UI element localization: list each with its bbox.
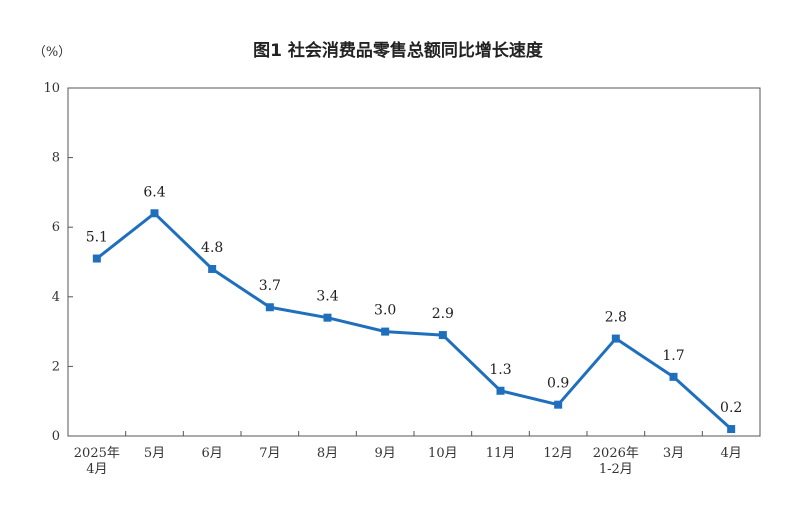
y-tick-label: 8 (52, 151, 60, 166)
x-tick-label: 3月 (663, 446, 684, 461)
x-tick-label: 11月 (486, 446, 516, 461)
x-tick-label: 4月 (721, 446, 742, 461)
data-label: 3.7 (259, 278, 281, 294)
series-layer: 5.1 6.4 4.8 3.7 3.4 3.0 2.9 1.3 0.9 2.8 1.7 0.2 (86, 184, 742, 434)
y-tick-label: 10 (43, 81, 60, 96)
x-tick-label: 5月 (144, 446, 165, 461)
chart-title: 图1 社会消费品零售总额同比增长速度 (253, 40, 544, 61)
data-label: 4.8 (201, 240, 223, 256)
x-tick-label: 12月 (543, 446, 573, 461)
data-label: 2.9 (432, 306, 454, 322)
data-point (150, 209, 159, 218)
data-label: 2.8 (605, 310, 627, 326)
data-point (92, 254, 101, 263)
data-point (208, 264, 217, 273)
y-axis-unit: （%） (33, 45, 71, 60)
y-axis: 0 2 4 6 8 10 (43, 81, 73, 444)
data-point (611, 334, 620, 343)
x-tick-label: 4月 (86, 462, 107, 477)
x-tick-label: 6月 (202, 446, 223, 461)
data-label: 0.9 (547, 376, 569, 392)
x-tick-label: 9月 (375, 446, 396, 461)
data-point (554, 400, 563, 409)
data-point (496, 386, 505, 395)
data-point (323, 313, 332, 322)
data-point (669, 372, 678, 381)
x-tick-label: 2025年 (74, 446, 120, 461)
data-label: 0.2 (720, 400, 742, 416)
x-tick-label: 10月 (428, 446, 458, 461)
data-point (265, 303, 274, 312)
data-label: 3.4 (316, 289, 338, 305)
x-tick-label: 1-2月 (599, 462, 633, 477)
series-line (95, 211, 733, 431)
data-label: 5.1 (86, 230, 108, 246)
plot-area (67, 87, 761, 437)
data-label: 1.7 (662, 348, 684, 364)
y-tick-label: 4 (52, 290, 60, 305)
data-point (727, 425, 736, 434)
x-tick-label: 2026年 (593, 446, 639, 461)
y-tick-label: 0 (52, 429, 60, 444)
x-tick-label: 7月 (259, 446, 280, 461)
data-point (381, 327, 390, 336)
data-point (438, 331, 447, 340)
data-label: 1.3 (489, 362, 511, 378)
data-label: 3.0 (374, 303, 396, 319)
x-tick-label: 8月 (317, 446, 338, 461)
data-label: 6.4 (143, 184, 165, 200)
y-tick-label: 2 (52, 359, 60, 374)
y-tick-label: 6 (52, 220, 60, 235)
